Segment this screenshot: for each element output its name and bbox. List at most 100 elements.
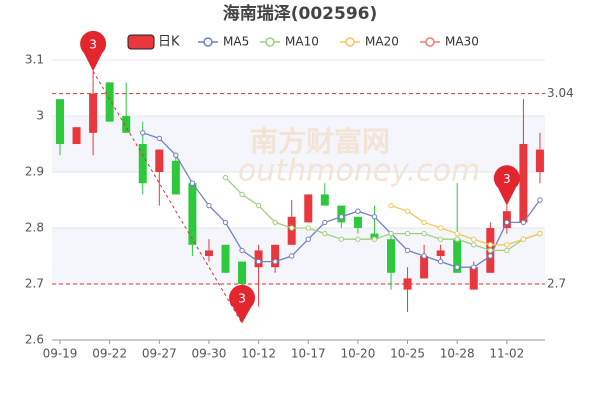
x-tick-label: 09-30 (192, 347, 227, 361)
x-tick-label: 10-17 (291, 347, 326, 361)
ma-point (520, 219, 527, 226)
ma-point (272, 258, 278, 265)
ma-point (471, 242, 477, 248)
candle-body (188, 183, 197, 245)
candle-body (204, 250, 213, 256)
ma-point (454, 230, 460, 237)
candle-body (122, 116, 131, 133)
candle-body (370, 233, 379, 240)
candle-body (138, 144, 147, 184)
candle-body (221, 244, 230, 273)
ma-point (338, 214, 345, 220)
ma-point (371, 236, 378, 242)
candle-body (304, 194, 313, 223)
ma-point (289, 225, 295, 231)
candle-body (502, 211, 511, 228)
y-tick-label: 3 (36, 109, 44, 123)
x-tick-label: 09-19 (43, 347, 78, 361)
ma-point (520, 236, 527, 242)
ma-point (239, 191, 245, 198)
ma-line (225, 177, 541, 252)
ma-point (289, 253, 295, 259)
ma-point (454, 236, 460, 242)
candle-body (535, 149, 544, 172)
legend-label: MA5 (223, 35, 249, 49)
candle-body (453, 239, 462, 273)
candle-body (337, 205, 346, 223)
ma-point (272, 219, 278, 226)
ma-point (437, 236, 444, 242)
ma-point (355, 208, 361, 214)
reference-label: 2.7 (547, 277, 566, 291)
legend-dot (345, 37, 355, 47)
ma-point (504, 219, 510, 226)
candle-body (89, 93, 98, 133)
trend-line (92, 70, 243, 324)
x-tick-label: 10-12 (241, 347, 276, 361)
ma-point (189, 180, 196, 186)
ma-point (255, 202, 262, 209)
ma-point (504, 242, 510, 248)
candle-body (238, 261, 247, 284)
x-tick-label: 09-22 (92, 347, 127, 361)
y-tick-label: 2.9 (25, 165, 44, 179)
plot-band (52, 228, 545, 284)
candle-body (287, 216, 296, 245)
candle-body (271, 244, 280, 268)
plot-band (52, 116, 545, 172)
ma-point (404, 208, 411, 214)
ma-point (322, 230, 328, 237)
ma-point (537, 230, 543, 237)
watermark: outhmoney.com (238, 154, 480, 189)
legend-label: MA20 (365, 35, 399, 49)
x-tick-label: 09-27 (142, 347, 177, 361)
ma-point (388, 202, 394, 209)
ma-point (140, 130, 146, 136)
ma-point (222, 219, 229, 226)
ma-point (487, 253, 493, 259)
legend-dot (203, 37, 213, 47)
ma-point (404, 247, 411, 254)
x-tick-label: 11-02 (489, 347, 524, 361)
reference-label: 3.04 (547, 86, 574, 100)
candle-body (387, 239, 395, 273)
ma-point (471, 264, 477, 270)
marker-label: 3 (238, 292, 246, 306)
ma-point (421, 253, 427, 259)
ma-point (504, 247, 510, 254)
candle-body (403, 278, 412, 290)
y-tick-label: 2.7 (25, 277, 44, 291)
marker-pin (80, 30, 107, 72)
marker-pin (229, 284, 256, 324)
candle-body (56, 99, 64, 144)
candle-body (72, 127, 81, 144)
ma-point (421, 230, 427, 237)
ma-point (437, 225, 444, 231)
ma-point (471, 236, 477, 242)
chart-title: 海南瑞泽(002596) (223, 3, 378, 24)
y-tick-label: 2.6 (25, 333, 44, 347)
ma-point (305, 236, 311, 242)
ma-point (255, 258, 262, 265)
x-tick-label: 10-28 (440, 347, 475, 361)
ma-point (173, 152, 179, 158)
candle-body (469, 267, 478, 290)
ma-point (404, 230, 411, 237)
candle-body (171, 160, 180, 195)
legend-dot (265, 37, 275, 47)
y-tick-label: 2.8 (25, 221, 44, 235)
legend-label: MA30 (445, 35, 479, 49)
ma-point (156, 135, 163, 142)
candle-body (155, 149, 164, 172)
legend-swatch (127, 34, 155, 50)
candle-body (436, 250, 445, 256)
candle-body (420, 256, 429, 279)
ma-point (388, 230, 394, 237)
legend-dot (425, 37, 435, 47)
ma-point (305, 225, 311, 231)
marker-pin (493, 165, 520, 206)
ma-point (322, 219, 328, 226)
ma-point (206, 202, 212, 209)
ma-point (355, 236, 361, 242)
x-tick-label: 10-20 (340, 347, 375, 361)
